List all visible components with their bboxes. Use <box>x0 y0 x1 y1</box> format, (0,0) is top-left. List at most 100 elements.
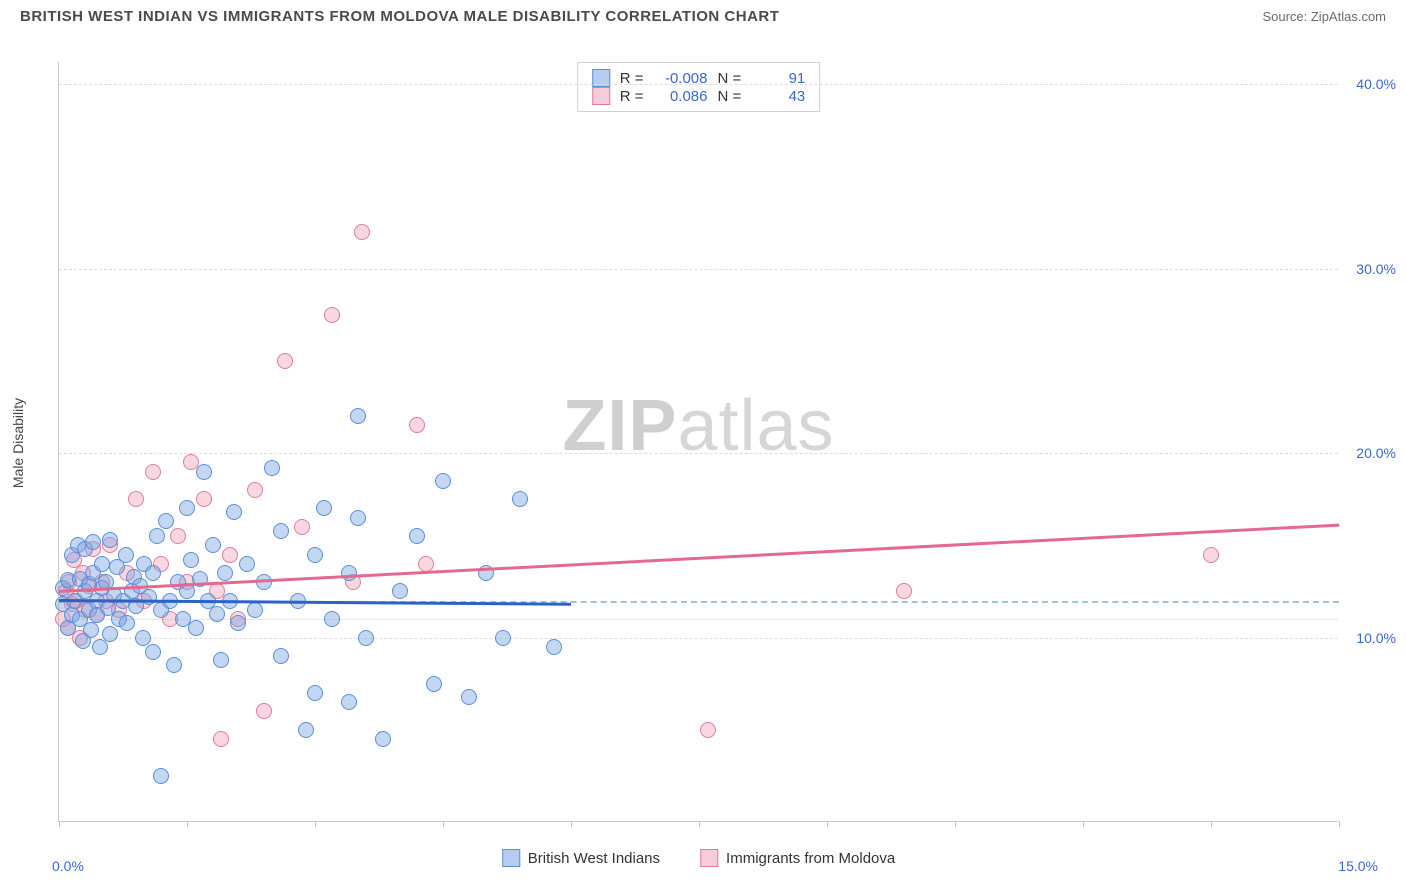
data-point <box>183 552 199 568</box>
data-point <box>418 556 434 572</box>
stats-legend-box: R = -0.008 N = 91 R = 0.086 N = 43 <box>577 62 821 112</box>
gridline-h <box>59 84 1338 85</box>
y-axis-label: Male Disability <box>10 398 26 488</box>
legend-bottom: British West Indians Immigrants from Mol… <box>502 849 896 867</box>
gridline-minor <box>59 619 1338 620</box>
data-point <box>209 606 225 622</box>
chart-title: BRITISH WEST INDIAN VS IMMIGRANTS FROM M… <box>20 8 779 25</box>
data-point <box>307 685 323 701</box>
data-point <box>85 534 101 550</box>
y-tick-label: 10.0% <box>1356 630 1396 646</box>
data-point <box>102 626 118 642</box>
data-point <box>264 460 280 476</box>
data-point <box>145 464 161 480</box>
legend-swatch-a-icon <box>502 849 520 867</box>
x-tick <box>315 821 316 827</box>
data-point <box>298 722 314 738</box>
data-point <box>102 532 118 548</box>
x-tick <box>59 821 60 827</box>
watermark-light: atlas <box>677 386 834 466</box>
legend-label-b: Immigrants from Moldova <box>726 850 895 867</box>
data-point <box>1203 547 1219 563</box>
x-tick-min: 0.0% <box>52 858 84 874</box>
data-point <box>700 722 716 738</box>
data-point <box>92 639 108 655</box>
data-point <box>341 694 357 710</box>
data-point <box>145 644 161 660</box>
stat-n-label-b: N = <box>718 88 742 105</box>
legend-item-b: Immigrants from Moldova <box>700 849 895 867</box>
data-point <box>354 224 370 240</box>
data-point <box>196 464 212 480</box>
stat-r-label-b: R = <box>620 88 644 105</box>
x-tick <box>1083 821 1084 827</box>
data-point <box>409 528 425 544</box>
data-point <box>341 565 357 581</box>
data-point <box>273 648 289 664</box>
data-point <box>461 689 477 705</box>
data-point <box>247 602 263 618</box>
data-point <box>316 500 332 516</box>
data-point <box>435 473 451 489</box>
plot-area: ZIPatlas R = -0.008 N = 91 R = 0.086 N =… <box>58 62 1338 822</box>
data-point <box>324 307 340 323</box>
y-tick-label: 40.0% <box>1356 76 1396 92</box>
data-point <box>546 639 562 655</box>
watermark-bold: ZIP <box>562 386 677 466</box>
gridline-h <box>59 453 1338 454</box>
data-point <box>94 556 110 572</box>
data-point <box>273 523 289 539</box>
data-point <box>392 583 408 599</box>
data-point <box>230 615 246 631</box>
data-point <box>83 622 99 638</box>
data-point <box>350 408 366 424</box>
swatch-b-icon <box>592 87 610 105</box>
x-tick <box>827 821 828 827</box>
data-point <box>512 491 528 507</box>
x-tick <box>571 821 572 827</box>
legend-item-a: British West Indians <box>502 849 660 867</box>
data-point <box>158 513 174 529</box>
data-point <box>135 630 151 646</box>
data-point <box>247 482 263 498</box>
stat-b-n: 43 <box>751 88 805 105</box>
data-point <box>196 491 212 507</box>
data-point <box>222 547 238 563</box>
data-point <box>350 510 366 526</box>
data-point <box>149 528 165 544</box>
x-tick <box>1211 821 1212 827</box>
data-point <box>256 703 272 719</box>
data-point <box>217 565 233 581</box>
x-tick <box>1339 821 1340 827</box>
gridline-h <box>59 269 1338 270</box>
source-label: Source: ZipAtlas.com <box>1262 9 1386 24</box>
data-point <box>141 589 157 605</box>
data-point <box>409 417 425 433</box>
watermark: ZIPatlas <box>562 385 834 467</box>
x-tick-max: 15.0% <box>1338 858 1378 874</box>
legend-label-a: British West Indians <box>528 850 660 867</box>
data-point <box>896 583 912 599</box>
data-point <box>213 652 229 668</box>
x-tick <box>699 821 700 827</box>
y-tick-label: 30.0% <box>1356 261 1396 277</box>
data-point <box>188 620 204 636</box>
data-point <box>119 615 135 631</box>
data-point <box>226 504 242 520</box>
data-point <box>256 574 272 590</box>
x-tick <box>443 821 444 827</box>
data-point <box>179 500 195 516</box>
data-point <box>128 491 144 507</box>
data-point <box>277 353 293 369</box>
data-point <box>324 611 340 627</box>
data-point <box>495 630 511 646</box>
y-tick-label: 20.0% <box>1356 445 1396 461</box>
data-point <box>426 676 442 692</box>
data-point <box>166 657 182 673</box>
data-point <box>145 565 161 581</box>
chart-container: Male Disability ZIPatlas R = -0.008 N = … <box>20 38 1386 848</box>
data-point <box>213 731 229 747</box>
stats-row-b: R = 0.086 N = 43 <box>592 87 806 105</box>
data-point <box>307 547 323 563</box>
data-point <box>294 519 310 535</box>
